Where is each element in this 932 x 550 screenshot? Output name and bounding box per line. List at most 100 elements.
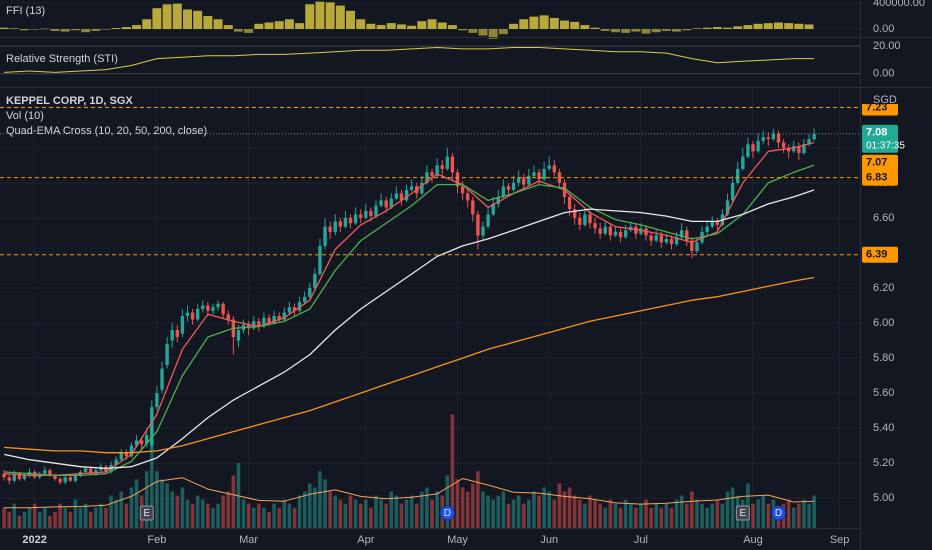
candle-body [104, 466, 108, 472]
y-tick-label: 5.40 [873, 422, 894, 434]
candle-body [7, 477, 11, 481]
volume-bar [425, 487, 429, 528]
candle-body [746, 144, 750, 157]
price-badge [862, 124, 898, 153]
volume-bar [700, 503, 704, 528]
volume-bar [664, 503, 669, 528]
chart-title: KEPPEL CORP, 1D, SGX [6, 95, 133, 107]
price-badge-label: 6.83 [866, 172, 887, 184]
ffi-bar [366, 23, 376, 30]
volume-bar [812, 495, 816, 528]
ffi-bar [315, 1, 325, 30]
volume-bar [267, 511, 271, 528]
sti-line [4, 47, 815, 73]
candle-body [786, 147, 791, 152]
candle-body [613, 231, 618, 236]
candle-body [486, 214, 490, 227]
candle-body [94, 470, 98, 474]
volume-bar [343, 503, 348, 528]
volume-bar [511, 499, 516, 528]
ffi-bar [661, 29, 671, 31]
candle-body [17, 473, 22, 479]
candle-body [348, 217, 353, 224]
volume-bar [175, 495, 180, 528]
volume-bar [129, 487, 134, 528]
candle-body [88, 468, 93, 474]
candle-body [425, 172, 429, 183]
ffi-bar [254, 23, 264, 30]
candle-body [119, 452, 123, 460]
candle-body [343, 217, 348, 227]
panel-title: FFI (13) [6, 5, 45, 17]
volume-bar [109, 495, 113, 528]
candle-body [496, 196, 500, 204]
volume-bar [384, 503, 388, 528]
volume-bar [83, 503, 88, 528]
ffi-bar [356, 19, 366, 30]
candle-body [165, 344, 169, 366]
candle-body [593, 223, 597, 229]
candle-body [150, 407, 154, 446]
volume-bar [63, 507, 68, 528]
volume-bar [17, 515, 22, 528]
candle-body [175, 330, 179, 338]
y-tick-label: 5.80 [873, 352, 894, 364]
ffi-bar [386, 23, 396, 30]
candle-body [522, 177, 526, 185]
volume-bar [206, 503, 210, 528]
volume-bar [705, 507, 709, 528]
volume-bar [369, 507, 373, 528]
y-tick-label: 20.00 [873, 40, 901, 52]
price-axis: 400000.00 0.00 20.00 0.00 5.00 5.20 5.40 5.60 5.… [22, 0, 932, 546]
candle-body [323, 226, 327, 246]
volume-bar [73, 499, 78, 528]
unit-backdrop [861, 90, 932, 104]
candle-body [466, 193, 470, 201]
candle-body [430, 172, 434, 176]
price-badge-label: 7.07 [866, 157, 887, 169]
volume-bar [506, 503, 511, 528]
volume-bar [48, 515, 52, 528]
volume-bar [761, 495, 765, 528]
candle-body [572, 209, 577, 218]
volume-bar [532, 491, 536, 528]
volume-bar [516, 495, 521, 528]
volume-bar [287, 503, 292, 528]
x-tick-label: May [447, 534, 468, 546]
x-tick-label: Apr [357, 534, 374, 546]
candle-body [404, 189, 409, 201]
candle-body [766, 137, 770, 140]
volume-bar [12, 503, 17, 528]
candle-body [741, 156, 745, 169]
candle-body [440, 165, 444, 169]
volume-bar [414, 503, 419, 528]
candle-body [201, 305, 205, 309]
candle-body [532, 172, 536, 176]
event-marker-label: D [444, 508, 451, 519]
volume-bar [216, 503, 220, 528]
candle-body [608, 226, 613, 236]
event-marker-label: E [739, 508, 746, 519]
ffi-bar [590, 27, 600, 30]
candle-body [221, 303, 225, 315]
volume-bar [674, 499, 679, 528]
candle-body [695, 242, 699, 252]
candle-body [420, 182, 424, 194]
candle-body [481, 226, 485, 236]
volume-bar [251, 507, 256, 528]
candle-body [328, 226, 332, 232]
volume-bar [644, 499, 648, 528]
y-tick-label: 5.00 [873, 492, 894, 504]
ffi-bar [244, 29, 254, 33]
volume-bar [313, 487, 317, 528]
ffi-bar [488, 29, 498, 39]
volume-bar [78, 507, 83, 528]
volume-bar [470, 483, 475, 528]
volume-bar [588, 495, 592, 528]
ffi-bar [81, 29, 91, 33]
candle-body [445, 156, 450, 169]
ema-line [4, 276, 815, 454]
volume-bar [282, 499, 287, 528]
volume-bar [297, 495, 302, 528]
volume-bar [577, 499, 582, 528]
